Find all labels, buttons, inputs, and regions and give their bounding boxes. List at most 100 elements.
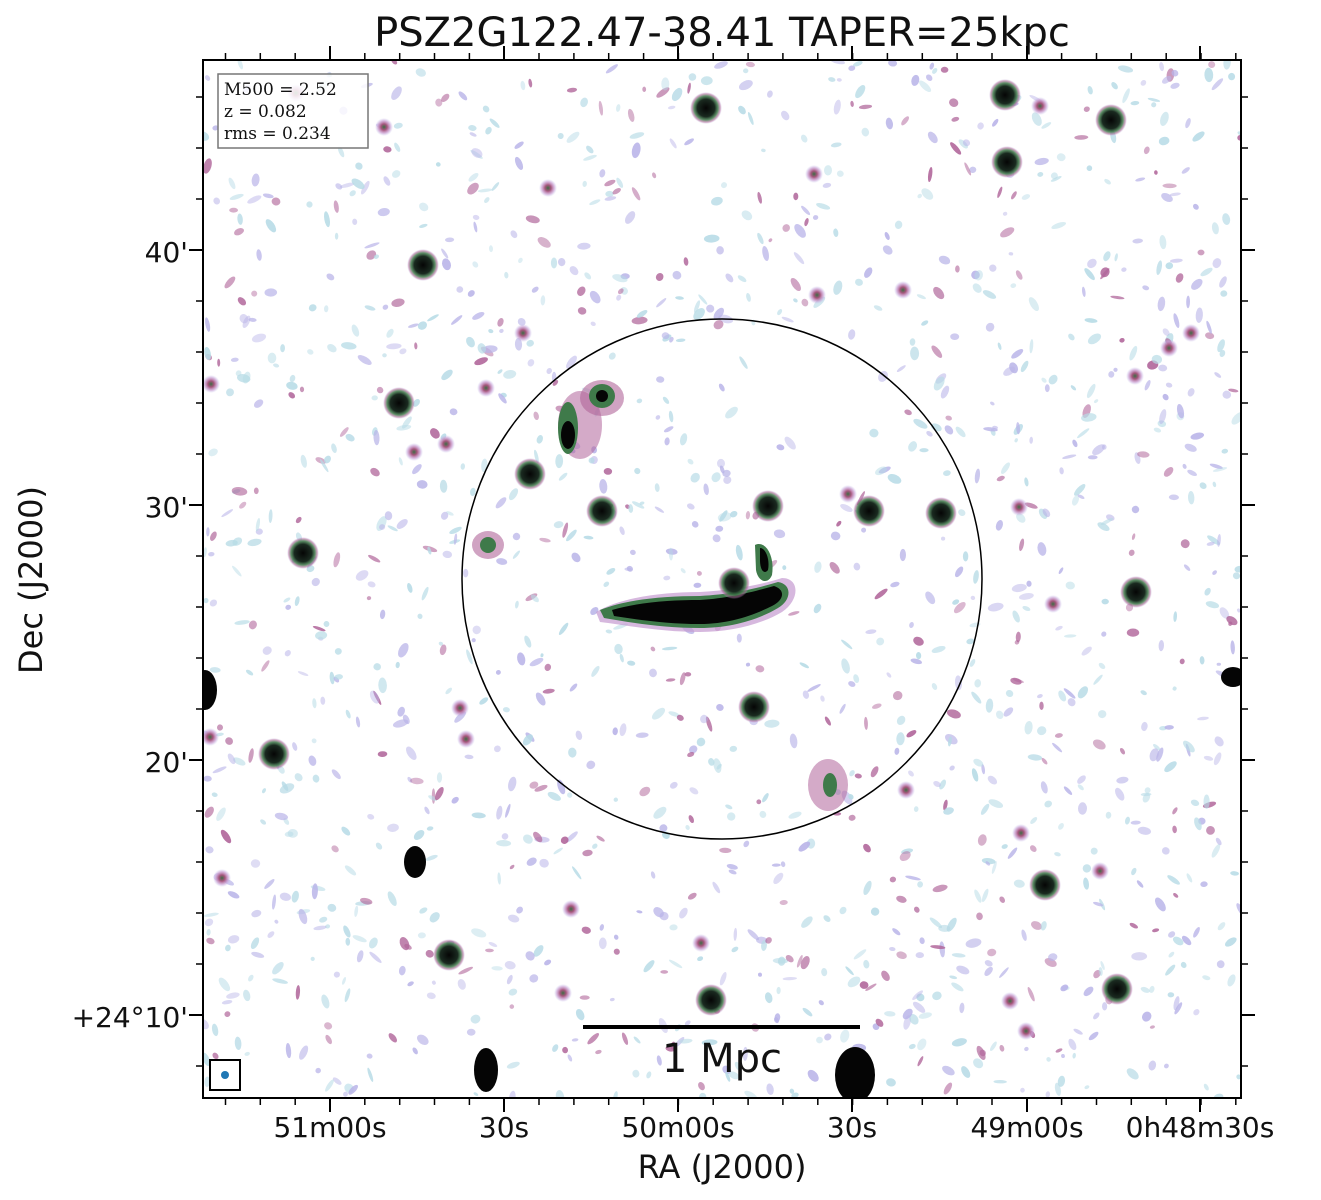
noise-speckle <box>419 907 428 914</box>
noise-speckle <box>1119 747 1126 755</box>
noise-speckle <box>1170 258 1183 263</box>
noise-speckle <box>1074 135 1089 140</box>
noise-speckle <box>887 474 902 484</box>
noise-speckle <box>319 916 328 923</box>
noise-speckle <box>1013 879 1025 888</box>
noise-speckle <box>1131 952 1148 961</box>
noise-speckle <box>965 938 982 948</box>
noise-speckle <box>848 794 854 800</box>
noise-speckle <box>230 357 239 362</box>
noise-speckle <box>547 791 561 801</box>
noise-speckle <box>544 959 552 966</box>
noise-speckle <box>888 60 898 67</box>
noise-speckle <box>231 487 248 496</box>
noise-speckle <box>526 857 537 866</box>
noise-speckle <box>932 884 948 893</box>
noise-speckle <box>262 193 274 199</box>
noise-speckle <box>814 561 822 573</box>
noise-speckle <box>712 881 721 894</box>
noise-speckle <box>463 568 469 578</box>
noise-speckle <box>896 732 905 746</box>
noise-speckle <box>840 504 853 512</box>
noise-speckle <box>598 100 604 116</box>
noise-speckle <box>616 294 622 301</box>
noise-speckle <box>696 570 702 576</box>
noise-speckle <box>876 637 885 646</box>
noise-speckle <box>1077 784 1084 791</box>
noise-speckle <box>1040 921 1047 931</box>
noise-speckle <box>334 674 343 680</box>
noise-speckle <box>631 187 641 201</box>
noise-speckle <box>737 275 747 283</box>
noise-speckle <box>368 554 381 563</box>
noise-speckle <box>973 1058 984 1069</box>
noise-speckle <box>251 173 260 187</box>
noise-speckle <box>793 298 798 303</box>
noise-speckle <box>892 691 903 701</box>
noise-speckle <box>973 570 979 584</box>
noise-speckle <box>670 1041 676 1050</box>
faint-radio-source <box>375 118 393 136</box>
noise-speckle <box>1088 1031 1099 1041</box>
noise-speckle <box>504 961 516 970</box>
noise-speckle <box>703 483 709 496</box>
noise-speckle <box>221 1000 233 1005</box>
noise-speckle <box>435 162 441 167</box>
noise-speckle <box>993 1079 1007 1084</box>
noise-speckle <box>1214 372 1222 378</box>
faint-radio-source <box>1091 862 1109 880</box>
noise-speckle <box>566 355 577 369</box>
noise-speckle <box>212 1052 219 1060</box>
noise-speckle <box>759 810 767 818</box>
noise-speckle <box>708 758 715 766</box>
noise-speckle <box>491 966 503 971</box>
x-axis-label: RA (J2000) <box>638 1148 807 1186</box>
noise-speckle <box>504 271 509 279</box>
compact-radio-source <box>383 387 415 419</box>
noise-speckle <box>413 829 425 841</box>
noise-speckle <box>689 745 698 754</box>
noise-speckle <box>1042 508 1051 518</box>
noise-speckle <box>884 232 890 240</box>
noise-speckle <box>234 1036 242 1050</box>
noise-speckle <box>472 625 481 635</box>
noise-speckle <box>613 934 619 940</box>
noise-speckle <box>516 906 523 914</box>
noise-speckle <box>1028 297 1039 312</box>
noise-speckle <box>933 286 945 300</box>
noise-speckle <box>494 745 501 753</box>
noise-speckle <box>1056 153 1066 162</box>
noise-speckle <box>1130 820 1141 825</box>
noise-speckle <box>974 889 982 903</box>
compact-radio-source <box>690 92 722 124</box>
noise-speckle <box>482 105 490 113</box>
noise-speckle <box>609 997 615 1002</box>
noise-speckle <box>650 646 656 652</box>
noise-speckle <box>1054 1082 1061 1096</box>
noise-speckle <box>789 1088 795 1094</box>
noise-speckle <box>379 524 386 530</box>
noise-speckle <box>727 812 736 821</box>
noise-speckle <box>1162 393 1169 401</box>
noise-speckle <box>1077 494 1085 499</box>
noise-speckle <box>507 914 520 923</box>
noise-speckle <box>926 430 933 437</box>
noise-speckle <box>377 208 390 217</box>
noise-speckle <box>725 273 734 283</box>
noise-speckle <box>352 935 367 943</box>
noise-speckle <box>719 971 727 986</box>
noise-speckle <box>1044 800 1052 808</box>
noise-speckle <box>583 154 597 161</box>
noise-speckle <box>1154 170 1158 175</box>
noise-speckle <box>1016 422 1021 435</box>
noise-speckle <box>325 1034 333 1045</box>
noise-speckle <box>865 629 877 635</box>
noise-speckle <box>712 534 721 543</box>
noise-speckle <box>355 162 363 170</box>
noise-speckle <box>938 924 951 932</box>
noise-speckle <box>1168 494 1179 501</box>
noise-speckle <box>1084 1085 1090 1090</box>
noise-speckle <box>1081 286 1086 297</box>
noise-speckle <box>1207 535 1221 545</box>
noise-speckle <box>761 940 767 951</box>
